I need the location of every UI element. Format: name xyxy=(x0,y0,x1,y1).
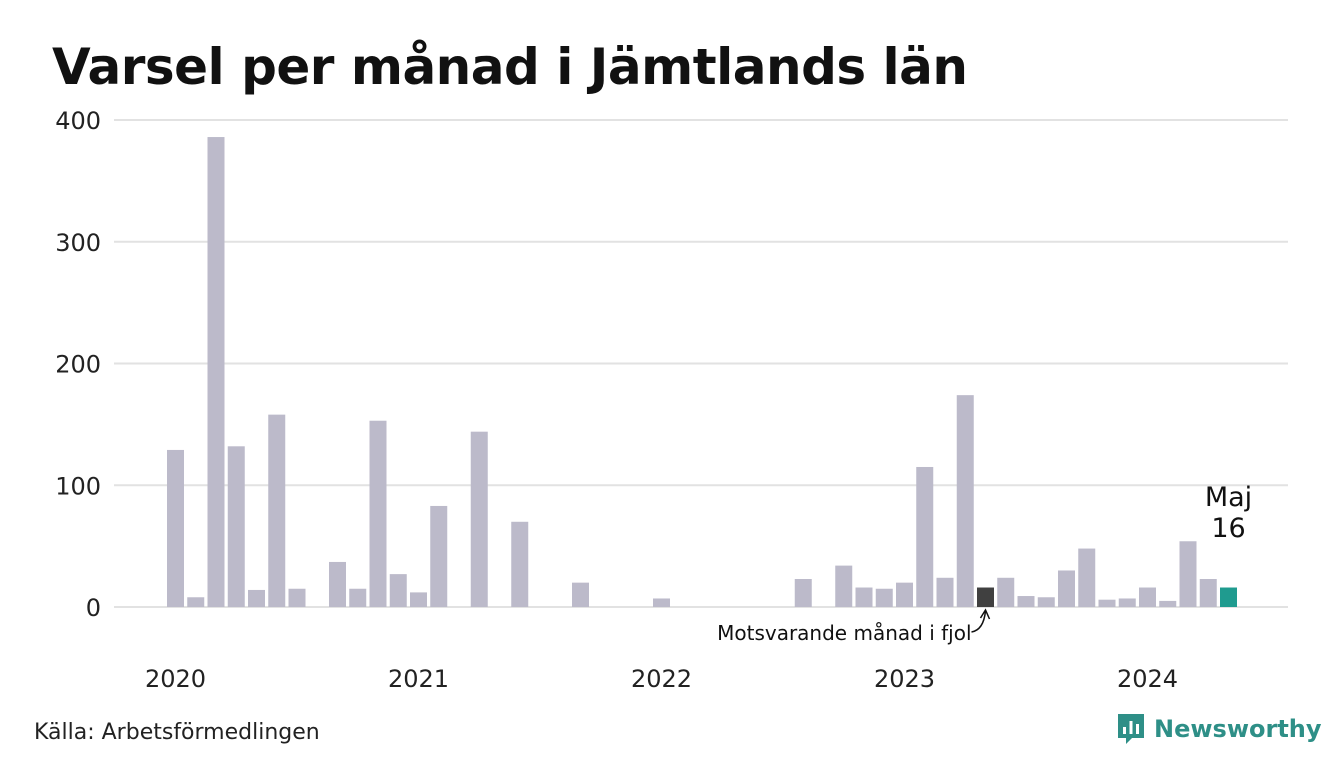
bar xyxy=(369,420,387,607)
y-tick-label: 400 xyxy=(55,107,101,135)
bar xyxy=(329,561,346,607)
source-note: Källa: Arbetsförmedlingen xyxy=(34,720,320,745)
bar xyxy=(1037,597,1055,607)
bar xyxy=(997,577,1015,607)
bar xyxy=(1058,570,1075,607)
y-tick-label: 100 xyxy=(55,472,101,500)
bar xyxy=(207,137,225,608)
bar xyxy=(875,588,893,607)
y-tick-label: 300 xyxy=(55,229,101,257)
bar xyxy=(572,582,589,607)
bars xyxy=(167,137,1237,608)
bar xyxy=(1078,548,1096,607)
chart-title: Varsel per månad i Jämtlands län xyxy=(52,38,968,96)
bar-comparison xyxy=(977,587,994,607)
brand-name: Newsworthy xyxy=(1154,715,1322,743)
x-tick-label: 2023 xyxy=(874,665,935,693)
comparison-arrow-head xyxy=(979,608,991,620)
comparison-annotation: Motsvarande månad i fjol xyxy=(717,621,971,645)
bar xyxy=(167,449,184,607)
bar xyxy=(1199,578,1217,607)
bar xyxy=(511,521,529,607)
y-tick-label: 0 xyxy=(86,594,101,622)
bar xyxy=(268,414,286,607)
bar xyxy=(410,592,427,607)
bar xyxy=(835,565,853,607)
bar xyxy=(470,431,488,607)
highlight-value-label: 16 xyxy=(1211,513,1245,544)
bar xyxy=(1118,598,1136,607)
y-tick-label: 200 xyxy=(55,351,101,379)
bar xyxy=(349,588,367,607)
highlight-month-label: Maj xyxy=(1205,482,1252,513)
bar xyxy=(1159,600,1177,607)
bar-highlight xyxy=(1220,587,1237,607)
bar xyxy=(653,598,670,607)
brand[interactable]: Newsworthy xyxy=(1116,712,1322,746)
bar xyxy=(794,578,812,607)
x-tick-label: 2024 xyxy=(1117,665,1178,693)
bar xyxy=(288,588,306,607)
x-tick-label: 2022 xyxy=(631,665,692,693)
bar xyxy=(1139,587,1156,607)
y-axis-labels: 0 100 200 300 400 xyxy=(55,107,101,622)
bar xyxy=(1017,596,1035,607)
bar xyxy=(956,395,974,607)
newsworthy-logo-icon xyxy=(1118,714,1144,744)
bar xyxy=(936,577,954,607)
bar xyxy=(187,597,205,607)
x-axis-labels: 2020 2021 2022 2023 2024 xyxy=(145,665,1178,693)
bar xyxy=(227,446,245,607)
comparison-arrow xyxy=(971,610,987,633)
bar xyxy=(855,587,873,607)
bar xyxy=(916,466,934,607)
x-tick-label: 2021 xyxy=(388,665,449,693)
bar xyxy=(389,574,407,607)
bar xyxy=(1179,541,1197,607)
bar xyxy=(1098,599,1116,607)
bar xyxy=(896,582,913,607)
x-tick-label: 2020 xyxy=(145,665,206,693)
bar xyxy=(430,505,448,607)
bar xyxy=(248,589,265,607)
grid-lines xyxy=(114,119,1288,608)
